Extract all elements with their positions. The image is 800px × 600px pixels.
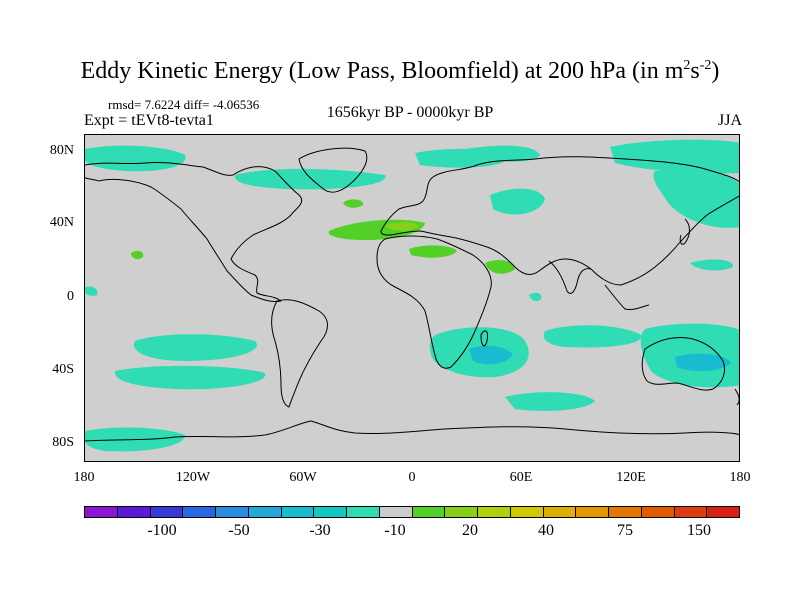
colorbar-box — [216, 507, 249, 517]
anomaly-region — [610, 139, 739, 174]
colorbar-label: -30 — [309, 522, 331, 539]
colorbar-label: 150 — [687, 522, 711, 539]
stats-text: rmsd= 7.6224 diff= -4.06536 — [108, 97, 260, 112]
anomaly-region — [505, 392, 595, 411]
anomaly-region — [490, 188, 545, 215]
colorbar-label: 75 — [617, 522, 633, 539]
anomaly-region — [131, 250, 144, 260]
coastline — [679, 218, 690, 245]
colorbar-box — [576, 507, 609, 517]
lon-label: 60E — [509, 470, 533, 485]
coastline — [271, 299, 328, 408]
anomaly-region — [529, 292, 542, 302]
colorbar-box — [150, 507, 184, 517]
anomaly-region — [409, 245, 457, 258]
anomaly-region — [469, 345, 513, 365]
lat-label: 80S — [52, 435, 74, 450]
anomaly-region — [114, 365, 266, 390]
anomaly-region — [690, 259, 734, 271]
coastline — [641, 336, 726, 391]
anomaly-region — [343, 199, 364, 208]
coastline — [298, 147, 368, 193]
lat-label: 80N — [49, 143, 74, 158]
lat-label: 0 — [67, 289, 74, 304]
coastline — [85, 420, 739, 442]
coastline — [480, 330, 488, 347]
anomaly-region — [385, 222, 419, 231]
anomaly-region — [85, 286, 98, 296]
anomaly-region — [485, 260, 516, 274]
coastline — [734, 388, 739, 406]
coastline — [85, 162, 303, 302]
anomaly-region — [133, 334, 257, 361]
colorbar-box — [641, 507, 675, 517]
lat-label: 40S — [52, 362, 74, 377]
colorbar-box — [707, 507, 739, 517]
period-label: 1656kyr BP - 0000kyr BP — [326, 104, 494, 121]
colorbar-box — [412, 507, 446, 517]
colorbar-label: -10 — [384, 522, 406, 539]
anomaly-region — [465, 145, 540, 162]
colorbar-box — [281, 507, 315, 517]
colorbar-box — [674, 507, 708, 517]
anomaly-region — [85, 145, 186, 172]
colorbar-box — [183, 507, 216, 517]
colorbar-box — [85, 507, 118, 517]
experiment-label: Expt = tEVt8-tevta1 — [84, 112, 214, 129]
lon-label: 60W — [289, 470, 317, 485]
colorbar-box — [445, 507, 478, 517]
coastline-layer — [85, 147, 739, 442]
anomaly-region — [653, 169, 739, 228]
colorbar-box — [347, 507, 380, 517]
anomaly-region — [675, 353, 731, 372]
coastline — [548, 260, 592, 294]
colorbar-label: 40 — [538, 522, 554, 539]
lon-label: 120W — [175, 470, 211, 485]
colorbar-label: 20 — [462, 522, 478, 539]
plot-title: Eddy Kinetic Energy (Low Pass, Bloomfiel… — [80, 58, 720, 84]
lat-label: 40N — [49, 215, 74, 230]
colorbar-box — [510, 507, 544, 517]
colorbar-box — [379, 507, 413, 517]
colorbar-box — [248, 507, 282, 517]
colorbar-box — [117, 507, 151, 517]
colorbar-box — [543, 507, 577, 517]
map-svg — [85, 139, 739, 452]
colorbar — [84, 506, 740, 518]
anomaly-region — [234, 168, 386, 190]
lon-label: 180 — [73, 470, 95, 485]
map-panel — [84, 134, 740, 462]
colorbar-label: -100 — [147, 522, 177, 539]
season-label: JJA — [717, 112, 742, 129]
colorbar-box — [314, 507, 347, 517]
lon-label: 120E — [616, 470, 646, 485]
lon-label: 0 — [408, 470, 416, 485]
anomaly-fill-layer — [85, 139, 739, 452]
colorbar-label: -50 — [228, 522, 250, 539]
colorbar-box — [609, 507, 642, 517]
anomaly-region — [543, 325, 642, 348]
lon-label: 180 — [729, 470, 751, 485]
coastline — [376, 235, 492, 369]
coastline — [604, 284, 650, 310]
coastline — [380, 156, 739, 286]
colorbar-box — [478, 507, 511, 517]
